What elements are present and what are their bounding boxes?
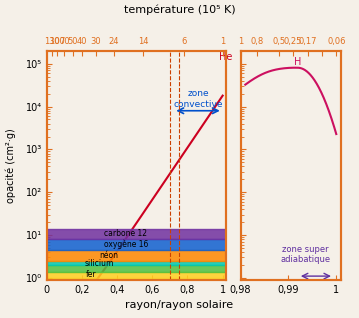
Text: rayon/rayon solaire: rayon/rayon solaire [125,300,234,310]
Bar [47,265,226,272]
Bar [47,261,226,265]
Text: néon: néon [99,251,118,260]
Text: carbone 12: carbone 12 [104,229,147,238]
Text: zone
convective: zone convective [173,89,223,109]
Bar [47,239,226,250]
Text: H: H [294,57,302,67]
Text: oxygène 16: oxygène 16 [104,240,148,249]
Bar [47,229,226,239]
Bar [47,272,226,278]
Text: température (10⁵ K): température (10⁵ K) [124,4,235,15]
Text: silicium: silicium [85,259,114,268]
Text: zone super
adiabatique: zone super adiabatique [280,245,330,264]
Text: fer: fer [85,270,96,279]
Text: opacité (cm²·g): opacité (cm²·g) [5,128,16,203]
Bar [47,250,226,261]
Text: He: He [219,52,233,62]
